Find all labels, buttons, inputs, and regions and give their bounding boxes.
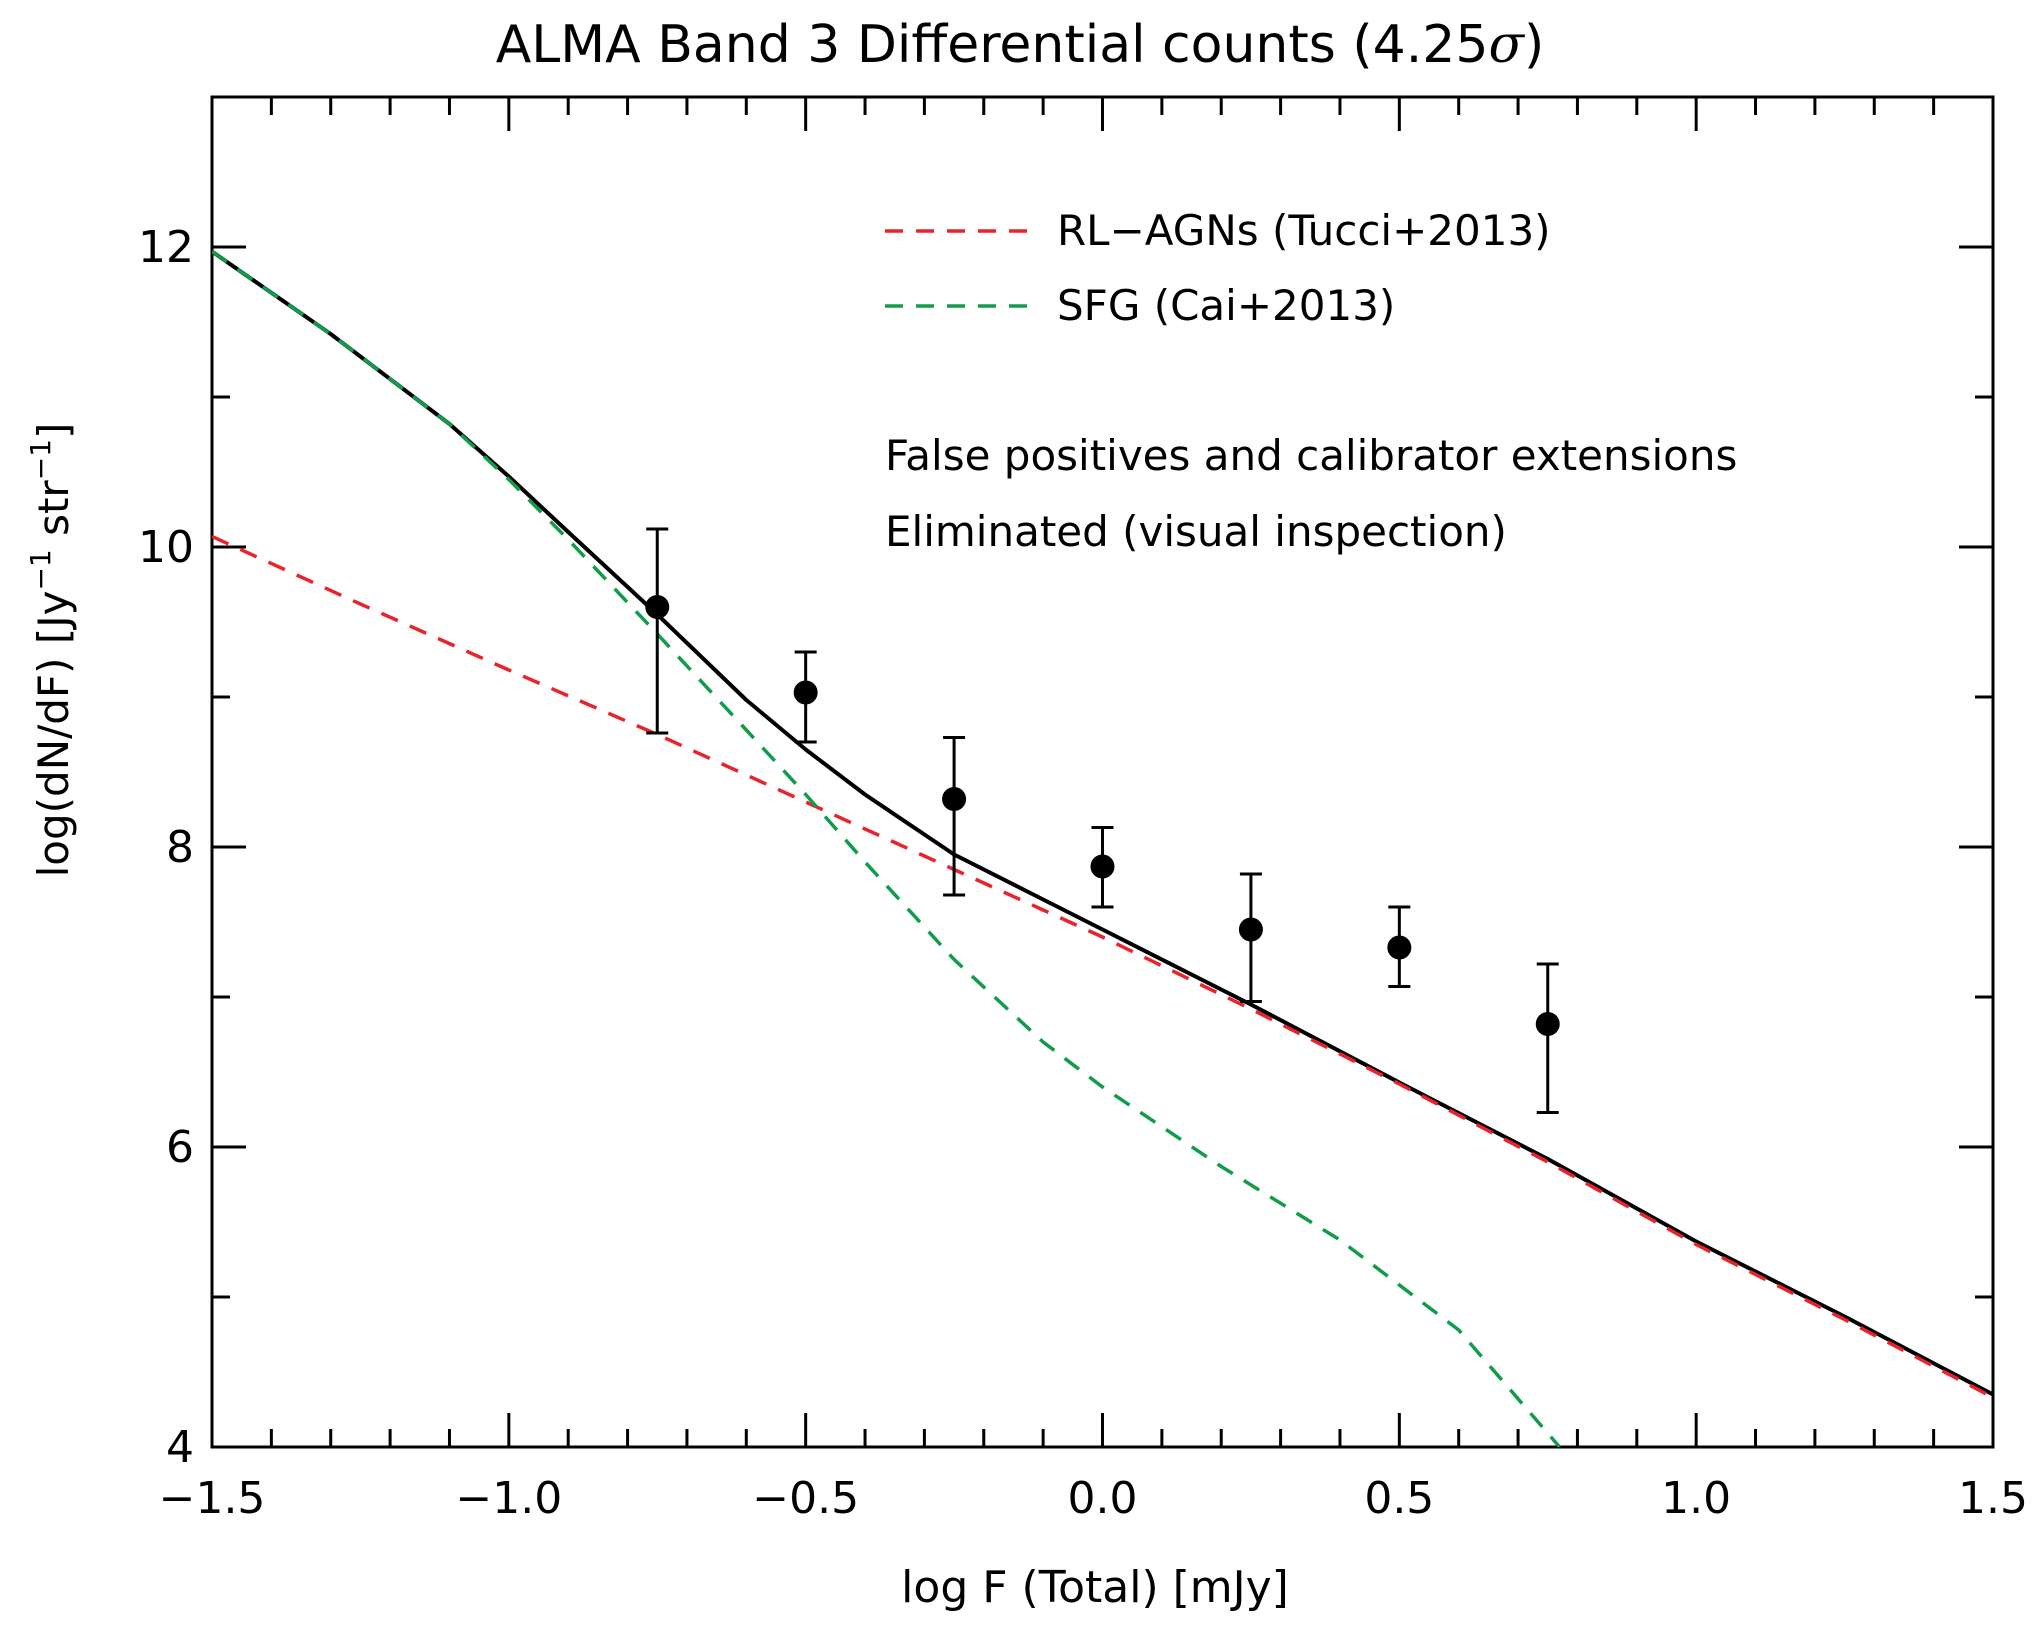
y-axis-label-close: ]: [29, 423, 78, 439]
data-point-marker: [1535, 1012, 1560, 1036]
x-tick-label: 0.5: [1364, 1473, 1434, 1524]
y-tick-label: 10: [138, 522, 194, 573]
data-point-marker: [793, 680, 818, 705]
data-point: [793, 650, 818, 744]
x-tick-labels: −1.5 −1.0 −0.5 0.0 0.5 1.0 1.5: [159, 1473, 2028, 1524]
data-point: [1535, 962, 1560, 1114]
data-point: [645, 527, 670, 735]
data-point-marker: [1238, 917, 1263, 942]
data-point-marker: [942, 787, 967, 811]
legend: RL−AGNs (Tucci+2013) SFG (Cai+2013): [885, 206, 1551, 330]
tick-marks: [210, 95, 1995, 1449]
x-tick-label: −0.5: [752, 1473, 859, 1524]
y-tick-label: 4: [166, 1422, 194, 1473]
legend-label-rl-agn: RL−AGNs (Tucci+2013): [1057, 206, 1551, 255]
data-point: [1090, 826, 1115, 909]
curves: [212, 249, 1993, 1447]
y-axis-label-main: log(dN/dF) [Jy: [29, 591, 78, 878]
y-axis-label-exp1: −1: [24, 549, 57, 590]
y-tick-label: 12: [138, 222, 194, 273]
y-tick-label: 8: [166, 822, 194, 873]
chart-title-main: ALMA Band 3 Differential counts (4.25: [496, 15, 1489, 75]
x-tick-label: 1.0: [1661, 1473, 1731, 1524]
rl-agn-line: [212, 534, 1993, 1400]
y-tick-labels: 4 6 8 10 12: [138, 222, 194, 1473]
x-axis-label: log F (Total) [mJy]: [901, 1562, 1289, 1613]
data-point-marker: [1090, 854, 1115, 879]
x-tick-label: 1.5: [1958, 1473, 2028, 1524]
data-point: [942, 736, 967, 897]
y-tick-label: 6: [166, 1122, 194, 1173]
total-model-line: [212, 249, 1993, 1397]
sfg-line: [212, 250, 1561, 1447]
data-point: [1238, 872, 1263, 1003]
data-points: [645, 527, 1560, 1114]
y-axis-label-mid: str: [29, 480, 78, 550]
chart-title: ALMA Band 3 Differential counts (4.25σ): [496, 15, 1545, 75]
y-axis-label-exp2: −1: [24, 439, 57, 480]
x-tick-label: 0.0: [1068, 1473, 1138, 1524]
legend-label-sfg: SFG (Cai+2013): [1057, 281, 1395, 330]
data-point: [1387, 905, 1412, 988]
x-tick-label: −1.5: [159, 1473, 266, 1524]
annotation-line-1: False positives and calibrator extension…: [885, 431, 1737, 480]
y-axis-label: log(dN/dF) [Jy−1 str−1]: [24, 423, 78, 878]
x-tick-label: −1.0: [455, 1473, 562, 1524]
data-point-marker: [645, 595, 670, 619]
chart-title-sigma: σ: [1488, 15, 1525, 75]
annotation-line-2: Eliminated (visual inspection): [885, 507, 1507, 556]
chart-title-close: ): [1524, 15, 1544, 75]
data-point-marker: [1387, 935, 1412, 960]
